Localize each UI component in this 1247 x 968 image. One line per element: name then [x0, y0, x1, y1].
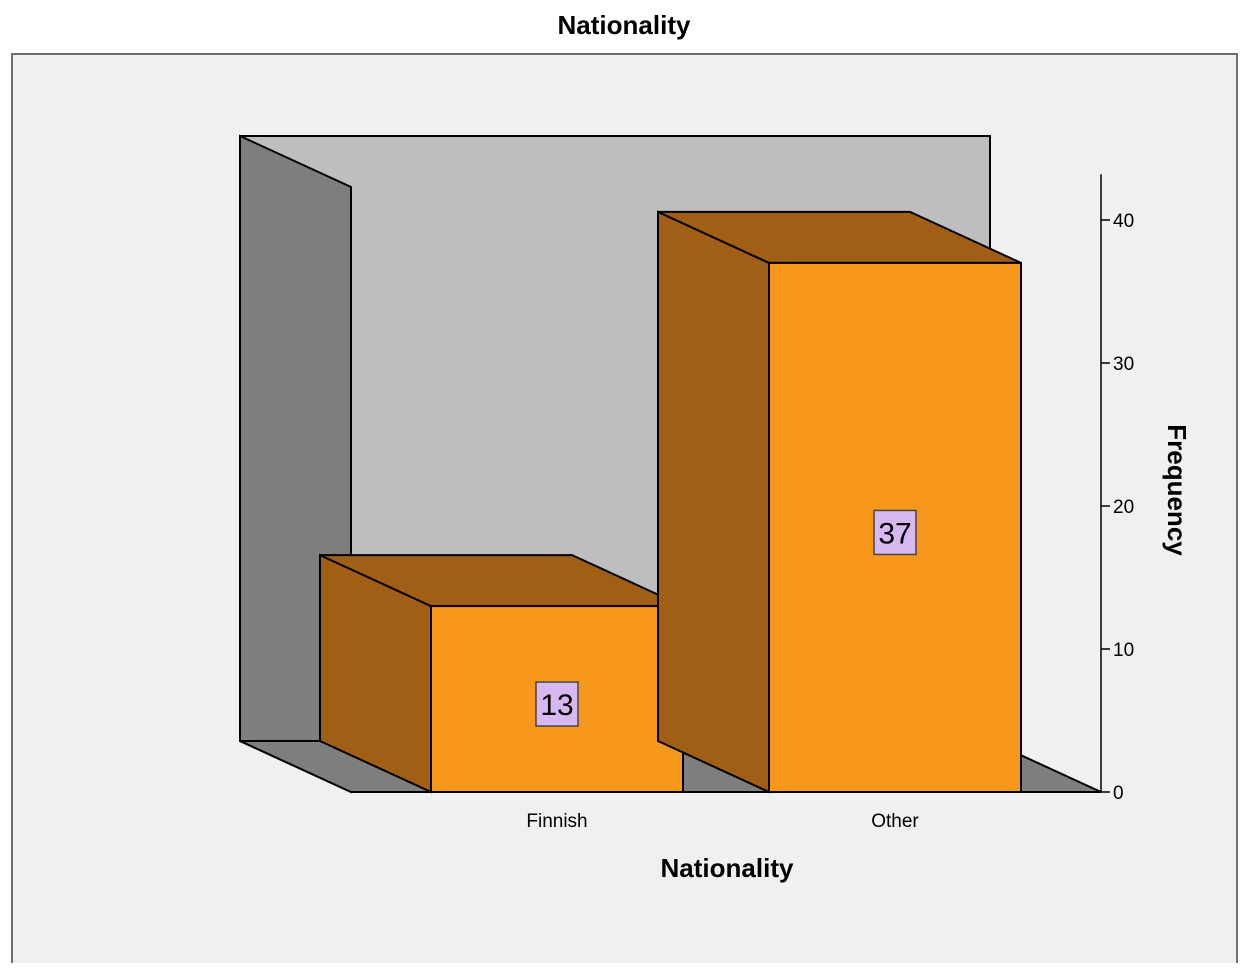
data-label-box [873, 509, 917, 556]
bars: 13 37 [319, 210, 1022, 794]
chart-title: Nationality [558, 10, 691, 40]
bar-front-face [768, 261, 1022, 793]
data-label: 37 [878, 517, 911, 550]
bar-other: 37 [657, 210, 1022, 794]
bar-finnish: 13 [319, 553, 684, 794]
y-tick-label: 20 [1113, 497, 1134, 518]
y-tick-label: 0 [1113, 783, 1124, 804]
x-tick-label: Other [871, 811, 919, 832]
data-label-box [535, 681, 579, 727]
x-axis-title: Nationality [661, 853, 794, 883]
y-tick-label: 10 [1113, 640, 1134, 661]
y-tick-label: 30 [1113, 354, 1134, 375]
x-tick-label: Finnish [526, 811, 587, 832]
y-axis-title: Frequency [1162, 424, 1192, 556]
y-axis: 0 10 20 30 40 [1100, 174, 1134, 804]
data-label: 13 [540, 689, 573, 722]
x-axis: Finnish Other [526, 811, 919, 832]
bar-side-face [657, 210, 770, 794]
y-tick-label: 40 [1113, 211, 1134, 232]
